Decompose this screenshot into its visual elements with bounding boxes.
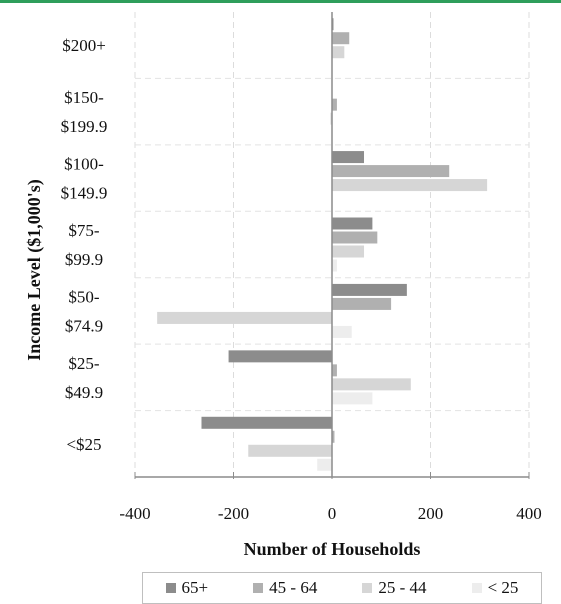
y-tick-label: $75- <box>68 221 100 240</box>
x-tick-label: -200 <box>218 504 249 523</box>
y-tick-label: $200+ <box>62 36 106 55</box>
bar <box>332 430 335 443</box>
bar <box>332 283 407 296</box>
y-tick-label: $74.9 <box>65 316 103 335</box>
bar <box>332 46 345 59</box>
bar <box>332 98 337 111</box>
y-tick-label: $150- <box>64 88 104 107</box>
x-axis-title: Number of Households <box>244 539 421 559</box>
bar <box>332 165 450 178</box>
y-tick-label: $149.9 <box>61 184 108 203</box>
x-tick-label: -400 <box>119 504 150 523</box>
y-tick-label: $49.9 <box>65 383 103 402</box>
x-tick-labels: -400 -200 0 200 400 <box>119 504 541 523</box>
bar <box>332 217 373 230</box>
y-tick-label: $100- <box>64 155 104 174</box>
y-tick-label: $99.9 <box>65 250 103 269</box>
bar <box>228 350 332 363</box>
bar <box>332 325 352 338</box>
legend: 65+ 45 - 64 25 - 44 < 25 <box>142 572 542 604</box>
axes <box>134 12 530 479</box>
legend-item: 65+ <box>165 578 209 598</box>
legend-label: 45 - 64 <box>269 578 318 597</box>
legend-label: < 25 <box>487 578 519 597</box>
bar <box>332 259 337 272</box>
bar <box>332 151 365 164</box>
legend-swatch <box>165 583 176 593</box>
bar <box>201 416 332 429</box>
bar <box>332 378 411 391</box>
y-tick-label: $50- <box>68 287 100 306</box>
bar <box>332 245 365 258</box>
bar <box>332 364 337 377</box>
legend-swatch <box>471 583 482 593</box>
x-tick-label: 200 <box>418 504 444 523</box>
x-tick-label: 0 <box>328 504 337 523</box>
y-tick-label: <$25 <box>66 435 101 454</box>
y-tick-label: $199.9 <box>61 117 108 136</box>
bar <box>248 444 332 457</box>
legend-swatch <box>362 583 373 593</box>
bar <box>332 179 488 192</box>
bar <box>332 32 350 45</box>
legend-label: 25 - 44 <box>378 578 427 597</box>
y-tick-labels: $200+ $150- $199.9 $100- $149.9 $75- $99.9 $50-… <box>61 36 108 454</box>
y-tick-label: $25- <box>68 354 100 373</box>
x-tick-label: 400 <box>516 504 542 523</box>
top-accent-rule <box>0 0 561 3</box>
bar <box>157 311 332 324</box>
legend-swatch <box>253 583 264 593</box>
legend-item: 25 - 44 <box>362 578 427 598</box>
legend-item: < 25 <box>471 578 519 598</box>
bar <box>317 458 332 471</box>
bar <box>332 297 392 310</box>
y-axis-title: Income Level ($1,000's) <box>24 179 45 360</box>
legend-label: 65+ <box>181 578 209 597</box>
bar <box>332 231 378 244</box>
legend-item: 45 - 64 <box>253 578 317 598</box>
bar-group <box>157 18 488 471</box>
grid-lines <box>134 12 530 477</box>
bar <box>332 392 373 405</box>
bar-chart: $200+ $150- $199.9 $100- $149.9 $75- $99.9 $50-… <box>24 12 542 559</box>
